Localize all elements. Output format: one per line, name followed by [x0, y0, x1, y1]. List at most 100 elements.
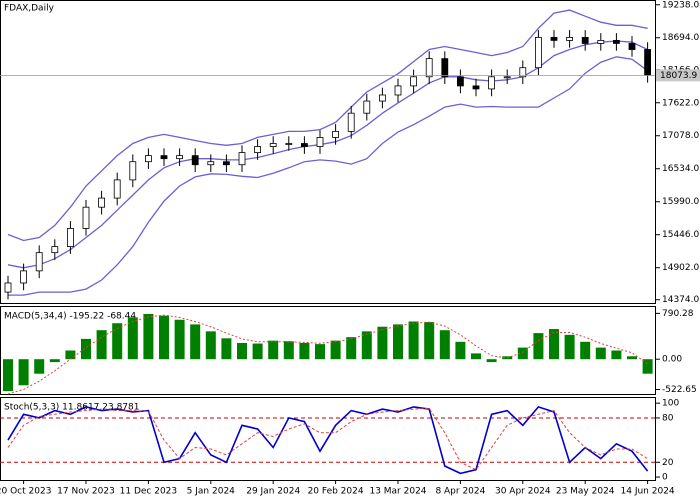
- candle-body: [98, 197, 105, 208]
- macd-bar: [174, 319, 185, 360]
- candle-body: [394, 85, 402, 96]
- candle-body: [82, 206, 90, 229]
- x-tick-label: 11 Dec 2023: [120, 487, 178, 497]
- bollinger-band: [8, 56, 648, 296]
- macd-bar: [143, 313, 154, 360]
- candle-body: [378, 94, 386, 102]
- stoch-title: Stoch(5,3,3) 11.8617 23.8781: [4, 403, 139, 413]
- macd-bar: [330, 340, 341, 360]
- macd-bar: [611, 350, 622, 360]
- x-tick-label: 14 Jun 2024: [621, 487, 675, 497]
- candle-body: [129, 161, 137, 181]
- y-tick-label: 17622.0: [662, 98, 699, 108]
- macd-bar: [580, 341, 591, 360]
- macd-bar: [18, 359, 29, 386]
- candle-body: [566, 36, 573, 41]
- candle-body: [581, 36, 589, 44]
- candle-body: [550, 36, 558, 41]
- candle-body: [51, 246, 59, 254]
- candle-body: [597, 40, 605, 44]
- candle-body: [207, 161, 215, 166]
- macd-bar: [549, 329, 559, 360]
- candle-body: [441, 58, 449, 78]
- x-tick-label: 20 Oct 2023: [0, 487, 51, 497]
- macd-bar: [533, 333, 544, 360]
- candle-body: [35, 252, 43, 272]
- macd-bar: [3, 359, 13, 392]
- candle-body: [254, 146, 262, 154]
- candle-body: [191, 155, 199, 166]
- candle-body: [144, 155, 152, 163]
- candle-body: [269, 143, 277, 147]
- last-price-label: 18073.9: [660, 71, 697, 81]
- y-tick-label: 100: [662, 399, 679, 409]
- candle-body: [535, 36, 542, 69]
- candle-body: [300, 143, 308, 147]
- macd-bar: [190, 324, 201, 360]
- x-tick-label: 23 May 2024: [556, 487, 615, 497]
- macd-bar: [595, 347, 606, 360]
- macd-bar: [627, 356, 637, 360]
- x-tick-label: 5 Jan 2024: [187, 487, 235, 497]
- candle-body: [238, 152, 246, 166]
- y-tick-label: -522.65: [662, 385, 697, 395]
- y-tick-label: 790.28: [662, 309, 694, 319]
- macd-bar: [517, 347, 528, 360]
- y-tick-label: 14374.0: [662, 295, 699, 305]
- macd-bar: [346, 337, 357, 360]
- candle-body: [410, 76, 418, 87]
- candle-body: [519, 67, 527, 78]
- macd-bar: [439, 330, 450, 360]
- y-tick-label: 15990.0: [662, 197, 699, 207]
- macd-bar: [237, 342, 247, 360]
- macd-bar: [315, 344, 325, 360]
- candle-body: [628, 43, 636, 50]
- macd-bar: [642, 359, 653, 374]
- macd-bar: [252, 343, 263, 360]
- stoch-signal: [7, 407, 648, 471]
- candle-body: [488, 76, 496, 90]
- x-tick-label: 17 Nov 2023: [57, 487, 115, 497]
- macd-bar: [377, 326, 388, 360]
- candle-body: [503, 76, 511, 79]
- price-panel: [0, 0, 656, 304]
- candle-body: [20, 270, 28, 284]
- candle-body: [160, 155, 168, 160]
- macd-bar: [471, 353, 481, 360]
- macd-bar: [268, 340, 279, 360]
- macd-bar: [65, 350, 76, 360]
- macd-bar: [112, 323, 123, 360]
- x-tick-label: 13 Mar 2024: [369, 487, 426, 497]
- macd-bar: [221, 338, 232, 360]
- candle-body: [613, 40, 620, 44]
- y-tick-label: 18694.0: [662, 33, 699, 43]
- y-tick-label: 14902.0: [662, 263, 699, 273]
- candle-body: [113, 179, 121, 199]
- macd-bar: [393, 324, 403, 360]
- macd-bar: [49, 359, 60, 363]
- y-tick-label: 16534.0: [662, 164, 699, 174]
- macd-bar: [34, 359, 45, 374]
- x-tick-label: 8 Apr 2024: [435, 487, 485, 497]
- macd-bar: [424, 322, 435, 360]
- candle-body: [176, 155, 184, 160]
- macd-bar: [283, 341, 294, 360]
- macd-bar: [205, 331, 216, 360]
- x-tick-label: 20 Feb 2024: [308, 487, 364, 497]
- macd-bar: [486, 359, 497, 363]
- bollinger-band: [7, 9, 648, 242]
- y-tick-label: 17078.0: [662, 131, 699, 141]
- candle-body: [285, 143, 293, 145]
- y-tick-label: 20: [662, 458, 674, 468]
- candle-body: [332, 130, 340, 138]
- candle-body: [363, 100, 371, 114]
- y-tick-label: 80: [662, 413, 674, 423]
- macd-title: MACD(5,34,4) -195.22 -68.44: [4, 312, 136, 322]
- stoch-main: [7, 405, 649, 475]
- macd-bar: [81, 338, 91, 360]
- macd-bar: [564, 334, 575, 360]
- candle-body: [222, 161, 230, 166]
- y-tick-label: 15446.0: [662, 230, 699, 240]
- candle-body: [644, 49, 651, 76]
